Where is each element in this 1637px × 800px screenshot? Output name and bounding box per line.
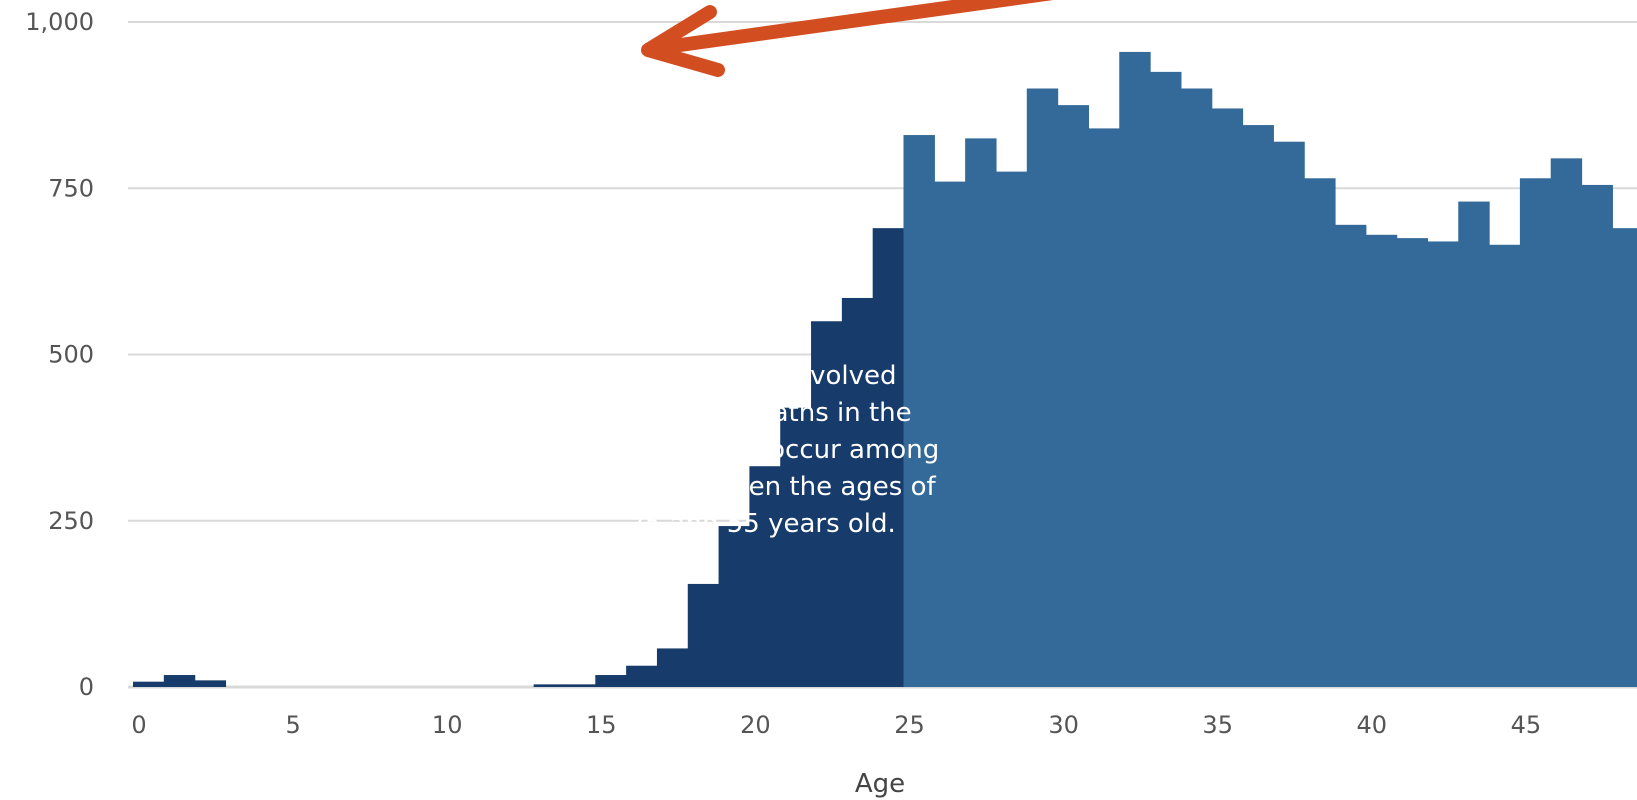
- y-axis-ticks: 0 250 500 750 1,000: [25, 8, 94, 701]
- bar: [718, 526, 750, 687]
- bar: [1273, 141, 1305, 687]
- bar: [1612, 228, 1637, 687]
- annotation-text: Most opioid-involved overdose deaths in t…: [585, 361, 939, 539]
- bar: [1150, 71, 1182, 687]
- y-tick-label: 250: [48, 507, 94, 535]
- bar: [1026, 88, 1059, 687]
- bar: [1458, 201, 1490, 688]
- bar: [687, 583, 720, 687]
- annotation-line: 25 and 55 years old.: [628, 509, 896, 539]
- bar: [564, 684, 596, 687]
- arrow-head: [641, 5, 725, 77]
- bar: [1211, 108, 1244, 687]
- annotation-line: United States occur among: [585, 435, 939, 465]
- bar: [133, 681, 165, 687]
- bar: [626, 665, 658, 687]
- y-tick-label: 500: [48, 341, 94, 369]
- bar: [841, 297, 874, 687]
- y-tick-label: 750: [48, 174, 94, 202]
- bar: [1519, 178, 1552, 687]
- bar: [749, 466, 781, 687]
- y-tick-label: 0: [79, 673, 94, 701]
- bar: [1581, 184, 1613, 688]
- bar: [1088, 128, 1120, 687]
- bar: [1304, 178, 1336, 687]
- bar: [1242, 125, 1274, 687]
- x-tick-label: 0: [131, 711, 146, 739]
- bar: [1334, 224, 1367, 687]
- bar: [1119, 51, 1151, 688]
- bar: [965, 138, 997, 687]
- bar: [934, 181, 966, 687]
- bar: [995, 171, 1028, 687]
- bars: [133, 51, 1637, 688]
- x-tick-label: 20: [740, 711, 771, 739]
- annotation-line: overdose deaths in the: [612, 398, 911, 428]
- x-tick-label: 15: [586, 711, 617, 739]
- bar: [1365, 234, 1398, 688]
- x-tick-label: 25: [894, 711, 925, 739]
- x-tick-label: 45: [1511, 711, 1542, 739]
- bar: [872, 228, 905, 687]
- bar: [903, 135, 935, 688]
- x-axis-title: Age: [855, 769, 905, 799]
- y-tick-label: 1,000: [25, 8, 94, 36]
- bar: [194, 680, 227, 687]
- bar: [1550, 158, 1583, 687]
- x-tick-label: 5: [285, 711, 300, 739]
- bar: [780, 407, 812, 687]
- bar: [1180, 88, 1213, 687]
- bar: [1489, 244, 1521, 687]
- x-axis-ticks: 05101520253035404550556065707580859095: [131, 711, 1542, 739]
- bar: [811, 321, 843, 687]
- x-tick-label: 30: [1048, 711, 1079, 739]
- bar: [163, 675, 196, 687]
- bar: [595, 675, 627, 687]
- bar: [1057, 105, 1090, 687]
- bar: [1396, 238, 1429, 687]
- bar: [656, 648, 689, 687]
- highlight-arrow: [641, 0, 1054, 77]
- annotation-line: Most opioid-involved: [627, 361, 896, 391]
- bar: [533, 684, 566, 687]
- annotation-line: those between the ages of: [588, 472, 936, 502]
- x-tick-label: 35: [1202, 711, 1233, 739]
- x-tick-label: 10: [432, 711, 463, 739]
- x-tick-label: 40: [1357, 711, 1388, 739]
- arrow-shaft: [659, 0, 1054, 54]
- bar: [1427, 241, 1459, 687]
